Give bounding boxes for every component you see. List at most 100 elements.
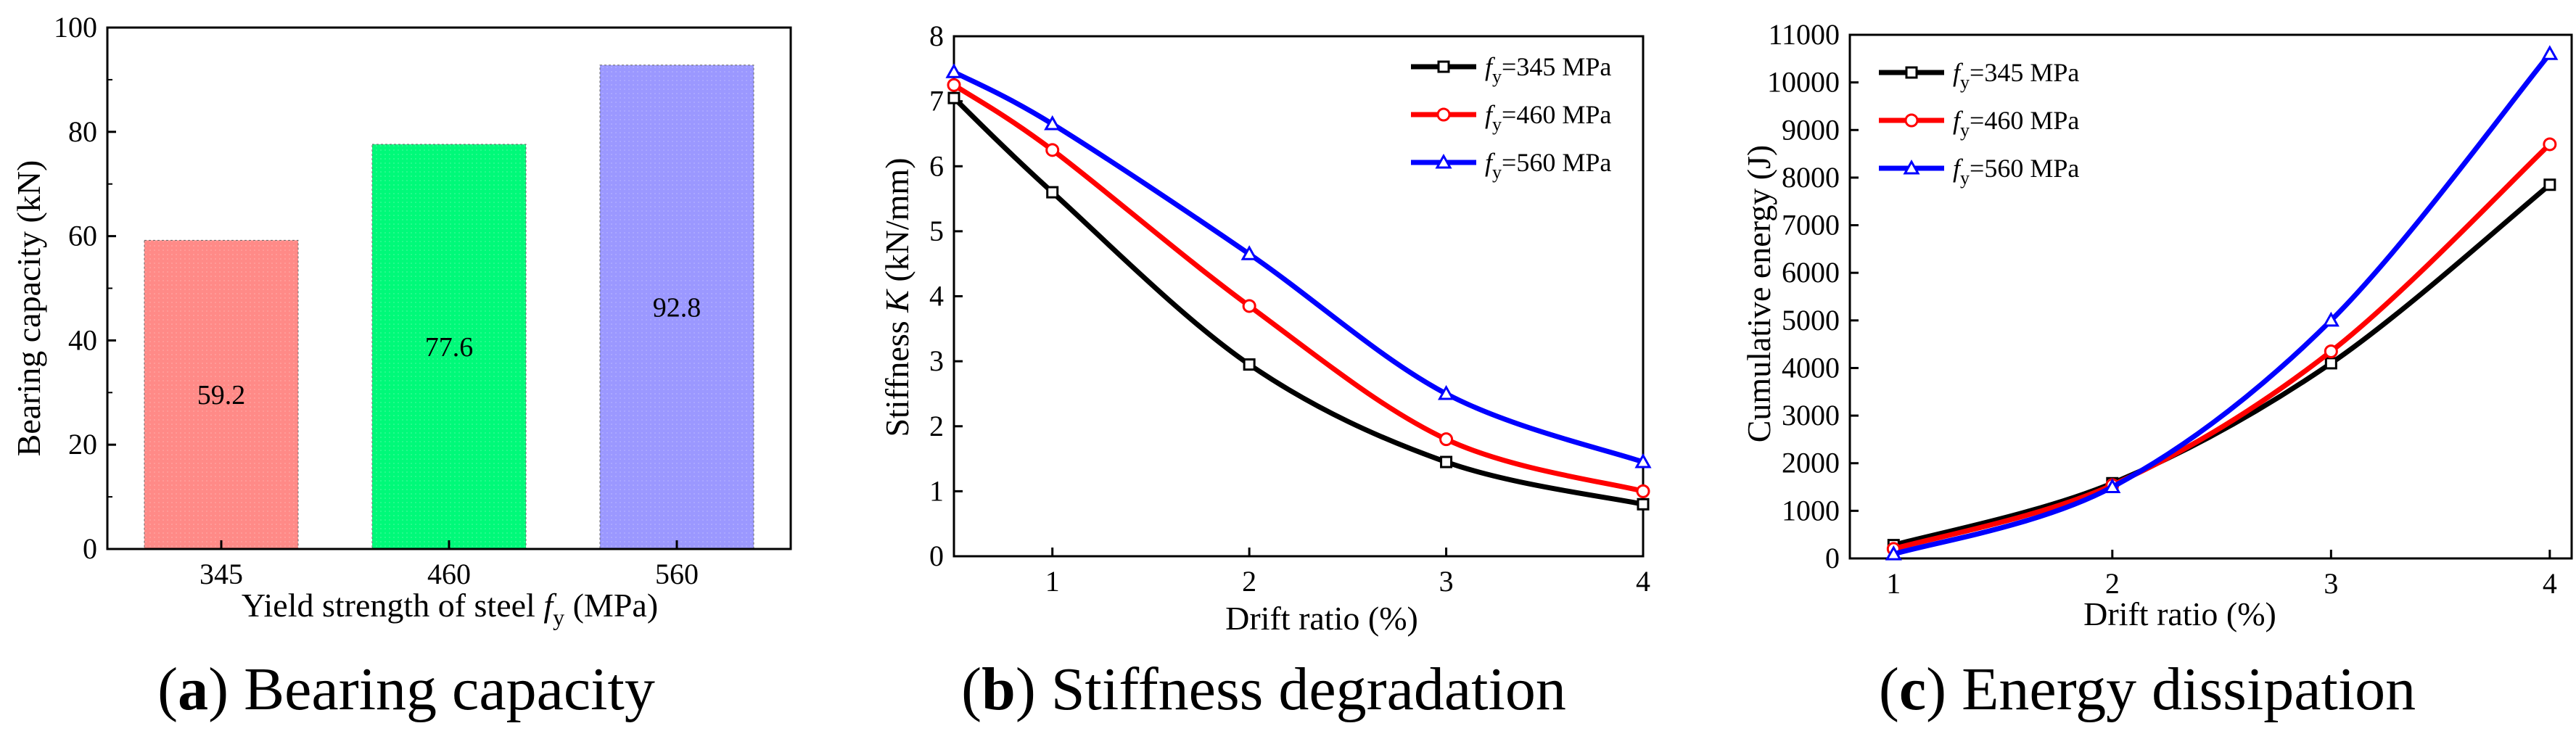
- panel-b-series-marker-0: [947, 91, 960, 104]
- panel-a-x-tick-label: 560: [655, 558, 699, 590]
- panel-b-y-tick-label: 6: [929, 149, 944, 182]
- panel-a-x-tick-label: 460: [427, 558, 471, 590]
- panel-b-legend-label-0: fy=345 MPa: [1485, 52, 1611, 87]
- panel-b-series-marker-1: [1439, 432, 1454, 447]
- panel-b-series-marker-0: [1046, 186, 1059, 199]
- panel-c-y-tick-label: 2000: [1782, 447, 1840, 479]
- panel-c-legend-label-0: fy=345 MPa: [1953, 58, 2079, 93]
- panel-b-series-marker-1: [1636, 484, 1650, 498]
- panel-c-y-tick-label: 10000: [1767, 66, 1840, 99]
- panel-b-y-tick-label: 5: [929, 215, 944, 247]
- panel-c-y-tick-label: 11000: [1768, 18, 1840, 51]
- caption-a: (a) Bearing capacity: [157, 656, 655, 723]
- panel-c-series-marker-2: [1885, 545, 1902, 561]
- bar-value-label: 77.6: [425, 332, 474, 363]
- panel-b-x-tick-label: 2: [1242, 565, 1256, 598]
- panel-b-series-marker-1: [1242, 299, 1256, 313]
- panel-b-x-tick-label: 3: [1439, 565, 1454, 598]
- panel-a-y-tick-label: 40: [68, 323, 97, 356]
- panel-b-legend-marker-2: [1435, 153, 1452, 169]
- panel-c-legend: fy=345 MPa fy=460 MPa fy=560 MPa: [1879, 58, 2079, 189]
- panel-b-y-tick-label: 7: [929, 85, 944, 117]
- panel-c-series-marker-1: [2324, 344, 2338, 358]
- panel-a-y-tick-label: 80: [68, 115, 97, 148]
- panel-b-x-axis-label: Drift ratio (%): [1225, 600, 1418, 637]
- panel-c-series-line-2: [1893, 52, 2552, 557]
- panel-c-energy: 0 1000 2000 3000 4000 5000 6000 7000 8000 9000 100…: [1740, 18, 2573, 632]
- bar-texture-460: [372, 144, 526, 549]
- panel-b-series-marker-2: [1634, 453, 1652, 468]
- panel-b-x-tick-label: 4: [1636, 565, 1650, 598]
- panel-c-series-line-0: [1893, 183, 2552, 548]
- bar-texture-560: [600, 65, 754, 549]
- panel-b-legend-marker-1: [1436, 107, 1451, 122]
- panel-a-y-tick-label: 60: [68, 220, 97, 252]
- panel-b-stiffness: 0 1 2 3 4 5 6 7 8 1 2 3 4 fy=345 MPa fy=460 MPa fy=560…: [878, 20, 1652, 637]
- panel-a-y-tick-label: 100: [54, 11, 97, 44]
- panel-a-x-tick-label: 345: [199, 558, 243, 590]
- panel-c-series-marker-2: [2104, 478, 2121, 494]
- panel-b-y-tick-label: 4: [929, 280, 944, 313]
- panel-c-x-tick-label: 2: [2105, 567, 2120, 600]
- bar-texture-345: [144, 240, 298, 549]
- panel-c-plot-frame: [1848, 33, 2573, 560]
- panel-c-legend-label-1: fy=460 MPa: [1953, 106, 2079, 141]
- panel-c-y-tick-label: 8000: [1782, 161, 1840, 194]
- panel-c-series-marker-2: [2322, 311, 2340, 327]
- panel-c-y-tick-label: 6000: [1782, 256, 1840, 289]
- panel-c-series-marker-1: [2543, 137, 2557, 152]
- panel-c-x-axis-label: Drift ratio (%): [2083, 595, 2276, 632]
- panel-c-y-tick-label: 4000: [1782, 351, 1840, 384]
- caption-b: (b) Stiffness degradation: [961, 656, 1566, 723]
- panel-b-series-marker-2: [945, 63, 963, 78]
- panel-c-series-marker-0: [2324, 357, 2337, 370]
- panel-c-series-marker-2: [2541, 45, 2559, 60]
- panel-b-series-marker-0: [1637, 498, 1650, 511]
- panel-c-x-tick-label: 1: [1886, 567, 1901, 600]
- panel-c-y-tick-label: 7000: [1782, 209, 1840, 241]
- panel-b-series-marker-1: [947, 78, 961, 92]
- panel-c-y-tick-label: 3000: [1782, 399, 1840, 432]
- panel-b-series-marker-2: [1240, 245, 1258, 260]
- panel-c-y-tick-label: 5000: [1782, 304, 1840, 337]
- panel-b-y-axis-label: Stiffness K (kN/mm): [878, 157, 915, 437]
- panel-c-series-line-1: [1893, 142, 2552, 552]
- bar-value-label: 59.2: [197, 380, 246, 410]
- panel-b-x-tick-label: 1: [1045, 565, 1060, 598]
- panel-b-series-marker-1: [1045, 143, 1060, 157]
- panel-c-series-marker-0: [2543, 178, 2556, 191]
- panel-a-y-tick-label: 20: [68, 428, 97, 461]
- panel-b-series-marker-0: [1440, 455, 1453, 468]
- panel-c-y-tick-label: 9000: [1782, 113, 1840, 146]
- panel-b-y-tick-label: 0: [929, 540, 944, 572]
- panel-b-y-tick-label: 2: [929, 410, 944, 442]
- panel-b-legend-label-1: fy=460 MPa: [1485, 100, 1611, 135]
- panel-c-y-tick-label: 1000: [1782, 494, 1840, 527]
- panel-c-x-tick-label: 3: [2324, 567, 2338, 600]
- panel-b-y-tick-label: 3: [929, 344, 944, 377]
- panel-c-legend-marker-0: [1905, 66, 1918, 79]
- panel-b-series-marker-2: [1438, 384, 1455, 400]
- panel-b-series-marker-0: [1243, 358, 1256, 371]
- panel-b-y-tick-label: 1: [929, 474, 944, 507]
- panel-a-x-axis-label: Yield strength of steel fy (MPa): [242, 587, 658, 630]
- panel-c-y-tick-label: 0: [1825, 542, 1840, 574]
- panel-b-legend-marker-0: [1437, 60, 1450, 73]
- panel-c-legend-marker-1: [1904, 113, 1919, 128]
- panel-a-bearing-capacity: 59.2 77.6 92.8 345 460 560 0 20 40 60 80 100 Beari…: [10, 11, 792, 630]
- panel-a-y-axis-label: Bearing capacity (kN): [10, 160, 47, 457]
- panel-a-y-tick-label: 0: [83, 532, 97, 565]
- panel-b-series-line-1: [952, 83, 1644, 494]
- panel-c-x-tick-label: 4: [2543, 567, 2557, 600]
- panel-c-legend-label-2: fy=560 MPa: [1953, 154, 2079, 189]
- panel-c-legend-marker-2: [1903, 159, 1920, 175]
- panel-b-series-line-2: [952, 70, 1645, 465]
- bar-value-label: 92.8: [653, 292, 701, 323]
- panel-b-y-tick-label: 8: [929, 20, 944, 52]
- panel-c-y-axis-label: Cumulative energy (J): [1740, 145, 1777, 443]
- panel-b-legend-label-2: fy=560 MPa: [1485, 148, 1611, 183]
- panel-b-legend: fy=345 MPa fy=460 MPa fy=560 MPa: [1411, 52, 1611, 183]
- panel-b-series-marker-2: [1044, 115, 1061, 131]
- caption-c: (c) Energy dissipation: [1879, 656, 2416, 723]
